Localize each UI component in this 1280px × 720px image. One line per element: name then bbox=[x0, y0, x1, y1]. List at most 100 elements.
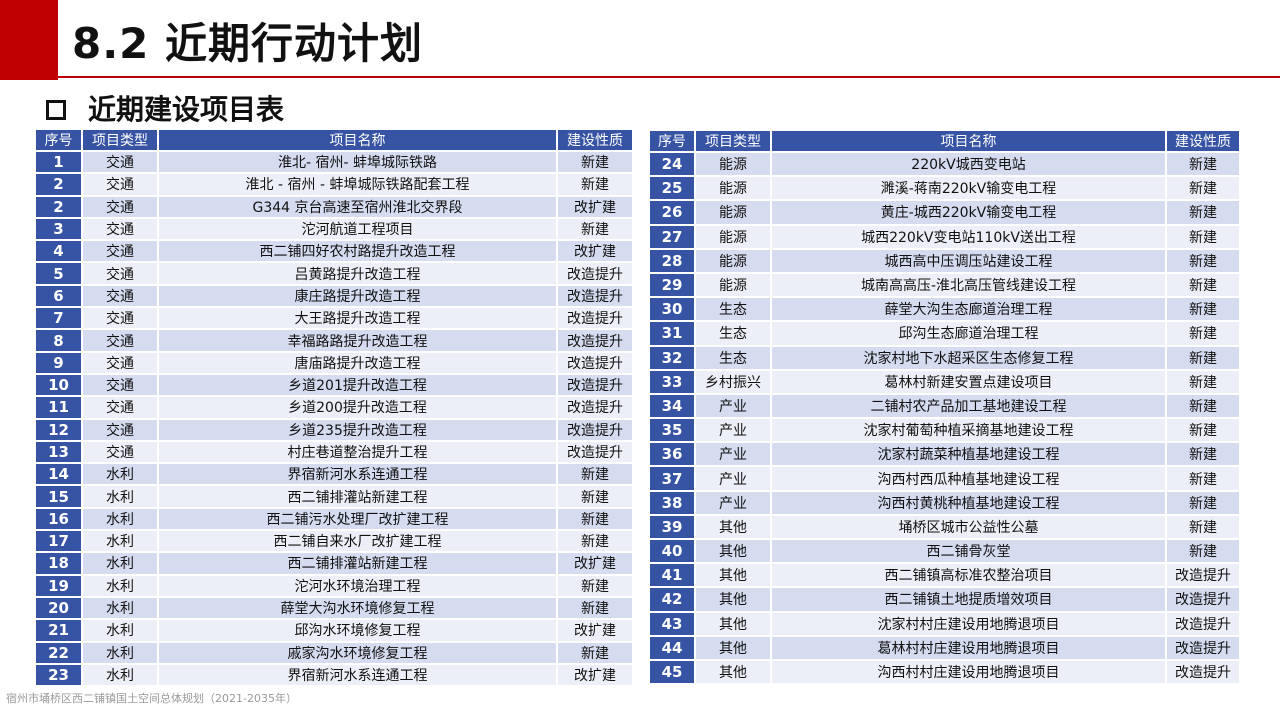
table-row: 18 水利 西二铺排灌站新建工程 改扩建 bbox=[36, 553, 632, 574]
table-row: 5 交通 吕黄路提升改造工程 改造提升 bbox=[36, 263, 632, 284]
table-row: 3 交通 沱河航道工程项目 新建 bbox=[36, 218, 632, 240]
table-row: 35 产业 沈家村葡萄种植采摘基地建设工程 新建 bbox=[650, 419, 1239, 442]
section-heading-text: 近期建设项目表 bbox=[88, 93, 285, 126]
row-index: 2 bbox=[36, 174, 81, 195]
construction-nature: 改造提升 bbox=[558, 374, 632, 396]
row-index: 21 bbox=[36, 620, 81, 641]
project-name: 沈家村蔬菜种植基地建设工程 bbox=[772, 443, 1165, 466]
construction-nature: 新建 bbox=[1167, 273, 1239, 297]
construction-nature: 改造提升 bbox=[1167, 660, 1239, 684]
table-row: 2 交通 淮北 - 宿州 - 蚌埠城际铁路配套工程 新建 bbox=[36, 174, 632, 195]
project-name: 220kV城西变电站 bbox=[772, 153, 1165, 176]
table-row: 11 交通 乡道200提升改造工程 改造提升 bbox=[36, 397, 632, 418]
construction-nature: 改扩建 bbox=[558, 664, 632, 686]
project-type: 能源 bbox=[696, 273, 770, 297]
project-name: 戚家沟水环境修复工程 bbox=[159, 642, 556, 663]
project-name: 葛林村新建安置点建设项目 bbox=[772, 370, 1165, 393]
construction-nature: 新建 bbox=[558, 174, 632, 195]
project-type: 乡村振兴 bbox=[696, 370, 770, 393]
table-row: 44 其他 葛林村村庄建设用地腾退项目 改造提升 bbox=[650, 636, 1239, 659]
row-index: 1 bbox=[36, 152, 81, 173]
row-index: 15 bbox=[36, 486, 81, 507]
project-type: 交通 bbox=[83, 218, 157, 240]
project-name: 西二铺镇高标准农整治项目 bbox=[772, 564, 1165, 587]
construction-nature: 改造提升 bbox=[558, 397, 632, 418]
project-type: 交通 bbox=[83, 241, 157, 262]
project-name: 乡道201提升改造工程 bbox=[159, 374, 556, 396]
construction-nature: 新建 bbox=[558, 486, 632, 507]
project-type: 其他 bbox=[696, 612, 770, 635]
project-table-right: 序号 项目类型 项目名称 建设性质 24 能源 220kV城西变电站 新建 25 能源 濉溪… bbox=[648, 129, 1241, 685]
row-index: 31 bbox=[650, 322, 694, 345]
table-row: 28 能源 城西高中压调压站建设工程 新建 bbox=[650, 249, 1239, 272]
table-row: 37 产业 沟西村西瓜种植基地建设工程 新建 bbox=[650, 467, 1239, 490]
project-type: 能源 bbox=[696, 201, 770, 224]
row-index: 27 bbox=[650, 225, 694, 248]
project-type: 其他 bbox=[696, 588, 770, 611]
row-index: 2 bbox=[36, 196, 81, 217]
row-index: 34 bbox=[650, 394, 694, 418]
construction-nature: 新建 bbox=[1167, 370, 1239, 393]
row-index: 8 bbox=[36, 330, 81, 351]
row-index: 37 bbox=[650, 467, 694, 490]
project-type: 交通 bbox=[83, 330, 157, 351]
table-row: 38 产业 沟西村黄桃种植基地建设工程 新建 bbox=[650, 491, 1239, 514]
construction-nature: 改扩建 bbox=[558, 553, 632, 574]
project-type: 水利 bbox=[83, 486, 157, 507]
table-row: 25 能源 濉溪-蒋南220kV输变电工程 新建 bbox=[650, 177, 1239, 200]
project-type: 能源 bbox=[696, 249, 770, 272]
table-row: 41 其他 西二铺镇高标准农整治项目 改造提升 bbox=[650, 564, 1239, 587]
project-name: 邱沟生态廊道治理工程 bbox=[772, 322, 1165, 345]
project-type: 水利 bbox=[83, 553, 157, 574]
project-type: 产业 bbox=[696, 419, 770, 442]
row-index: 24 bbox=[650, 153, 694, 176]
construction-nature: 改扩建 bbox=[558, 620, 632, 641]
row-index: 23 bbox=[36, 664, 81, 686]
row-index: 38 bbox=[650, 491, 694, 514]
construction-nature: 新建 bbox=[1167, 467, 1239, 490]
row-index: 7 bbox=[36, 308, 81, 329]
col-header-type: 项目类型 bbox=[83, 130, 157, 150]
project-name: 二铺村农产品加工基地建设工程 bbox=[772, 394, 1165, 418]
row-index: 44 bbox=[650, 636, 694, 659]
construction-nature: 改造提升 bbox=[558, 285, 632, 307]
project-name: 沟西村西瓜种植基地建设工程 bbox=[772, 467, 1165, 490]
row-index: 12 bbox=[36, 419, 81, 440]
table-row: 22 水利 戚家沟水环境修复工程 新建 bbox=[36, 642, 632, 663]
construction-nature: 新建 bbox=[558, 508, 632, 530]
project-name: 界宿新河水系连通工程 bbox=[159, 664, 556, 686]
table-row: 42 其他 西二铺镇土地提质增效项目 改造提升 bbox=[650, 588, 1239, 611]
table-row: 39 其他 埇桥区城市公益性公墓 新建 bbox=[650, 515, 1239, 538]
construction-nature: 改造提升 bbox=[558, 263, 632, 284]
project-type: 交通 bbox=[83, 397, 157, 418]
table-row: 27 能源 城西220kV变电站110kV送出工程 新建 bbox=[650, 225, 1239, 248]
row-index: 17 bbox=[36, 531, 81, 552]
project-name: 乡道235提升改造工程 bbox=[159, 419, 556, 440]
table-row: 1 交通 淮北- 宿州- 蚌埠城际铁路 新建 bbox=[36, 152, 632, 173]
row-index: 14 bbox=[36, 464, 81, 485]
row-index: 35 bbox=[650, 419, 694, 442]
construction-nature: 新建 bbox=[1167, 201, 1239, 224]
project-type: 交通 bbox=[83, 419, 157, 440]
table-row: 8 交通 幸福路路提升改造工程 改造提升 bbox=[36, 330, 632, 351]
construction-nature: 新建 bbox=[1167, 249, 1239, 272]
construction-nature: 改造提升 bbox=[558, 441, 632, 463]
project-type: 能源 bbox=[696, 177, 770, 200]
row-index: 42 bbox=[650, 588, 694, 611]
construction-nature: 新建 bbox=[558, 531, 632, 552]
table-row: 40 其他 西二铺骨灰堂 新建 bbox=[650, 540, 1239, 563]
row-index: 9 bbox=[36, 352, 81, 373]
construction-nature: 新建 bbox=[1167, 491, 1239, 514]
col-header-nature: 建设性质 bbox=[1167, 131, 1239, 151]
project-name: 乡道200提升改造工程 bbox=[159, 397, 556, 418]
row-index: 19 bbox=[36, 575, 81, 596]
project-type: 交通 bbox=[83, 263, 157, 284]
table-row: 30 生态 薛堂大沟生态廊道治理工程 新建 bbox=[650, 298, 1239, 321]
table-row: 32 生态 沈家村地下水超采区生态修复工程 新建 bbox=[650, 346, 1239, 369]
table-row: 17 水利 西二铺自来水厂改扩建工程 新建 bbox=[36, 531, 632, 552]
construction-nature: 新建 bbox=[1167, 225, 1239, 248]
table-row: 9 交通 唐庙路提升改造工程 改造提升 bbox=[36, 352, 632, 373]
project-type: 其他 bbox=[696, 660, 770, 684]
project-name: 城西220kV变电站110kV送出工程 bbox=[772, 225, 1165, 248]
project-type: 水利 bbox=[83, 575, 157, 596]
